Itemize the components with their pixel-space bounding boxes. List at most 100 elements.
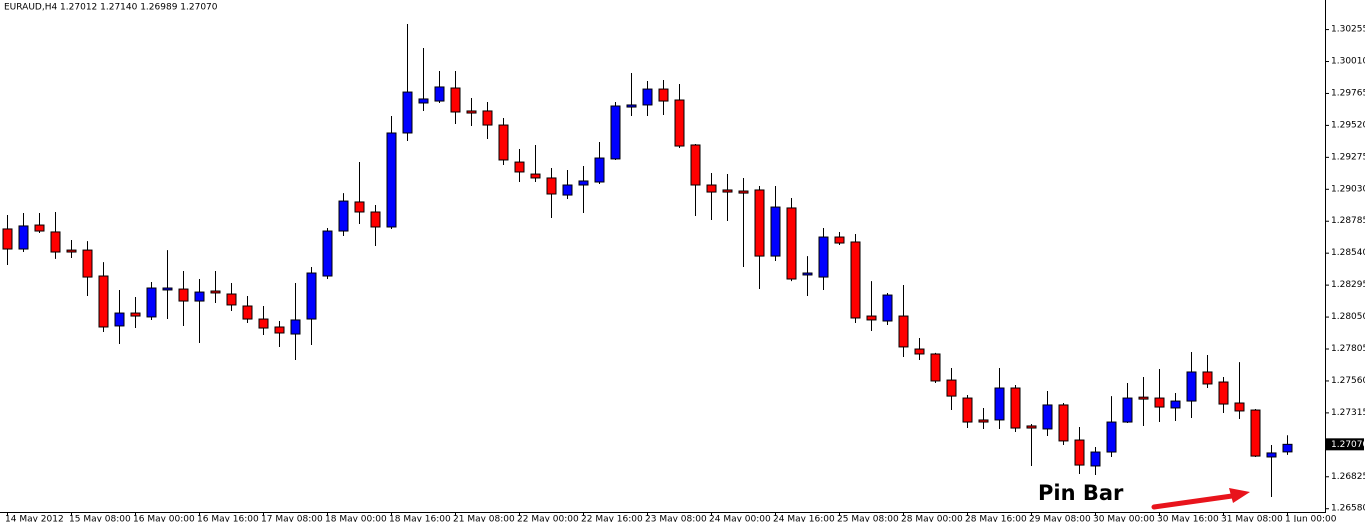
candle <box>898 285 909 357</box>
candle-body <box>1186 371 1197 402</box>
candle <box>98 262 109 332</box>
y-tick-label: 1.27315 <box>1331 408 1365 418</box>
candle-body <box>130 312 141 317</box>
candle-body <box>1218 381 1229 405</box>
candle <box>914 337 925 360</box>
candle <box>514 149 525 183</box>
candle-body <box>834 236 845 244</box>
x-tick-label: 28 May 00:00 <box>901 515 963 523</box>
x-tick-label: 23 May 08:00 <box>645 515 707 523</box>
candle <box>482 101 493 139</box>
y-tick-label: 1.28295 <box>1331 280 1365 290</box>
candle-body <box>882 294 893 322</box>
y-tick-label: 1.28785 <box>1331 216 1365 226</box>
candle <box>1186 352 1197 418</box>
candle <box>802 256 813 296</box>
candle-body <box>354 201 365 213</box>
candle <box>1234 362 1245 420</box>
candle <box>1202 355 1213 389</box>
y-tick-label: 1.29765 <box>1331 88 1365 98</box>
candle <box>178 271 189 326</box>
candle <box>834 231 845 245</box>
candle-body <box>338 200 349 232</box>
candle-body <box>290 319 301 335</box>
candle <box>722 174 733 221</box>
candle-body <box>850 241 861 319</box>
candle-body <box>1154 397 1165 408</box>
candle <box>594 141 605 184</box>
candle-body <box>658 88 669 102</box>
candle <box>18 213 29 253</box>
candle-body <box>930 353 941 382</box>
candle <box>402 23 413 141</box>
x-tick-label: 14 May 2012 <box>5 515 64 523</box>
candle-body <box>978 419 989 423</box>
candle <box>530 144 541 183</box>
candle <box>706 173 717 220</box>
candle-body <box>914 348 925 355</box>
candle <box>1122 383 1133 423</box>
annotation: Pin Bar <box>1038 481 1124 505</box>
current-price-box <box>1326 438 1364 451</box>
candle <box>338 193 349 236</box>
candle <box>114 289 125 344</box>
candle <box>1010 385 1021 432</box>
arrow-shaft <box>1151 493 1235 510</box>
candle <box>930 352 941 384</box>
x-tick-label: 24 May 00:00 <box>709 515 771 523</box>
y-tick-label: 1.30010 <box>1331 57 1365 67</box>
candle <box>866 281 877 332</box>
candle <box>690 143 701 217</box>
candle-body <box>562 184 573 196</box>
candle <box>1250 409 1261 457</box>
candle-body <box>690 144 701 186</box>
candle-body <box>610 105 621 160</box>
candle-body <box>802 272 813 276</box>
x-tick-label: 16 May 16:00 <box>197 515 259 523</box>
x-tick-label: 18 May 16:00 <box>389 515 451 523</box>
candle <box>786 198 797 282</box>
candle-body <box>146 287 157 318</box>
candle <box>1026 423 1037 466</box>
candle-body <box>514 161 525 173</box>
candle-body <box>322 230 333 277</box>
candle <box>1074 426 1085 475</box>
candle <box>738 177 749 268</box>
x-tick-label: 16 May 00:00 <box>133 515 195 523</box>
x-tick-label: 17 May 08:00 <box>261 515 323 523</box>
candle <box>818 228 829 290</box>
candle <box>1106 396 1117 457</box>
candle <box>578 165 589 214</box>
candle-body <box>386 132 397 228</box>
y-tick-label: 1.26825 <box>1331 472 1365 482</box>
candle-body <box>274 326 285 334</box>
candle <box>1138 377 1149 426</box>
candle-body <box>530 173 541 179</box>
candle-body <box>946 379 957 397</box>
candle-body <box>1138 396 1149 400</box>
candle-body <box>162 287 173 291</box>
candle <box>130 297 141 329</box>
candle <box>434 71 445 103</box>
candle <box>306 267 317 345</box>
candle <box>50 211 61 259</box>
candle-body <box>1122 397 1133 423</box>
arrow-head <box>1229 488 1250 503</box>
candle <box>658 80 669 115</box>
candle <box>770 186 781 262</box>
x-tick-label: 21 May 08:00 <box>453 515 515 523</box>
candle <box>274 320 285 347</box>
candle-body <box>1010 387 1021 429</box>
candle <box>562 170 573 199</box>
candle-body <box>1074 439 1085 466</box>
candle-body <box>226 293 237 306</box>
candle <box>386 116 397 229</box>
candle <box>82 241 93 296</box>
candle <box>642 80 653 117</box>
candle <box>978 407 989 429</box>
x-tick-label: 31 May 08:00 <box>1221 515 1283 523</box>
y-tick-label: 1.27070 <box>1331 440 1365 450</box>
candle-body <box>1266 452 1277 458</box>
